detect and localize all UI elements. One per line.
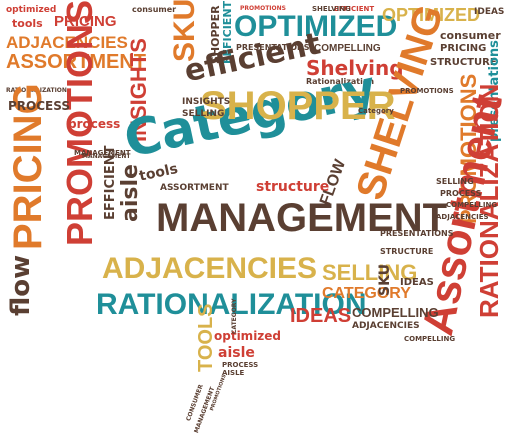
word-selling-right: SELLING [436,177,474,186]
word-ideas: IDEAS [290,305,352,327]
word-ideas-top: IDEAS [474,7,505,17]
word-compelling-bottom: COMPELLING [404,335,456,343]
word-process-right: PROCESS [440,189,482,198]
word-optimized-tiny: optimized [6,5,57,15]
word-adjacencies-bottom: ADJACENCIES [352,321,420,331]
word-tools-top: tools [12,17,43,30]
word-insights-small: INSIGHTS [182,97,231,107]
word-rationalization-top: RATIONALIZATION [6,87,67,94]
word-assortment-top: ASSORTMENT [6,51,146,73]
word-compelling-right: COMPELLING [446,201,498,209]
word-optimized-small: optimized [214,329,282,343]
word-consumer: consumer [440,29,501,42]
word-category-mid: CATEGORY [322,285,411,302]
word-consumer-top: consumer [132,5,177,14]
word-adjacencies-right: ADJACENCIES [436,213,489,221]
word-process-bottom: PROCESS [222,361,259,369]
word-compelling-top: COMPELLING [314,43,381,54]
word-assortment-small: ASSORTMENT [160,183,229,193]
word-structure-right: STRUCTURE [430,57,497,68]
word-selling: SELLING [322,260,418,285]
word-management: MANAGEMENT [156,196,448,240]
word-tools: TOOLS [195,303,217,372]
word-compelling: COMPELLING [352,305,439,320]
word-process-left: process [68,117,121,131]
word-promotions-small: PROMOTIONS [400,87,454,95]
word-shelving-top: SHELVING [312,5,351,13]
word-presentations-small: PRESENTATIONS [380,229,454,238]
word-promotions-top: PROMOTIONS [240,5,286,12]
word-presentations-top: PRESENTATIONS [236,43,310,52]
word-pricing-right: PRICING [440,43,487,54]
word-structure-small: structure [256,179,330,195]
word-adjacencies-top: ADJACENCIES [6,33,128,52]
word-structure-top: STRUCTURE [380,247,434,256]
word-shelving: Shelving [306,56,404,80]
word-efficient-top: EFFICIENT [334,5,375,13]
word-adjacencies-mid: ADJACENCIES [102,252,318,285]
word-aisle-small: aisle [218,345,255,361]
word-optimized-right: OPTIMIZED [382,5,480,25]
word-rationalization-mid: RATIONALIZATION [96,288,367,321]
word-optimized-top: OPTIMIZED [234,10,398,43]
word-ideas-right: IDEAS [400,277,434,288]
word-management-small: MANAGEMENT [82,153,131,160]
word-flow: flow [6,254,36,316]
word-aisle-bottom: AISLE [222,369,245,377]
word-sku-mid: SKU [377,263,393,296]
word-management-left: MANAGEMENT [74,149,131,157]
word-pricing-top: PRICING [54,13,117,30]
word-category-small: Category [358,107,394,115]
word-category-bottom: CATEGORY [231,298,238,334]
word-selling-small: SELLING [182,109,225,119]
word-process: PROCESS [8,99,70,113]
word-shopper: SHOPPER [200,84,396,128]
word-rationalization-small: Rationalization [306,77,375,86]
